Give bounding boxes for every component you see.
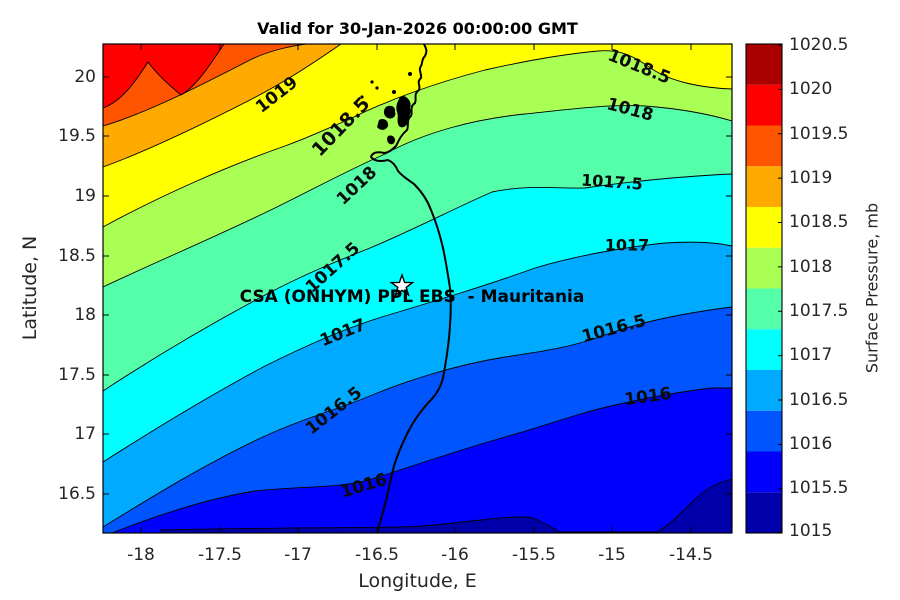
y-tick-label: 17 bbox=[74, 424, 96, 444]
band-below-1015p5 bbox=[160, 479, 732, 533]
figure-title: Valid for 30-Jan-2026 00:00:00 GMT bbox=[257, 19, 578, 38]
y-tick-label: 20 bbox=[74, 67, 96, 87]
isobar-1019p5 bbox=[103, 44, 307, 127]
cbar-band bbox=[746, 329, 782, 371]
y-axis-label: Latitude, N bbox=[19, 235, 41, 341]
cbar-tick-label: 1015.5 bbox=[789, 478, 849, 498]
x-tick-label: -17 bbox=[284, 545, 312, 565]
cbar-band bbox=[746, 451, 782, 493]
cbar-tick-label: 1016.5 bbox=[789, 390, 849, 410]
cbar-tick-label: 1018.5 bbox=[789, 212, 849, 232]
y-tick-label: 19.5 bbox=[58, 126, 96, 146]
x-tick-label: -14.5 bbox=[669, 545, 713, 565]
x-tick-label: -18 bbox=[127, 545, 155, 565]
cbar-band bbox=[746, 492, 782, 534]
cbar-tick-label: 1020 bbox=[789, 79, 833, 99]
isobar-1017p5 bbox=[103, 173, 732, 392]
pressure-bands bbox=[103, 44, 732, 533]
isobar-1020 bbox=[103, 44, 225, 109]
cbar-band bbox=[746, 166, 782, 208]
coastline-path bbox=[370, 44, 452, 533]
isobar-1018 bbox=[103, 105, 732, 288]
cbar-band bbox=[746, 410, 782, 452]
site-annotation: CSA (ONHYM) PPL EBS - Mauritania bbox=[239, 287, 585, 307]
isobar-1019 bbox=[103, 44, 342, 168]
colorbar bbox=[745, 43, 783, 534]
colorbar-ticks bbox=[778, 44, 782, 533]
x-tick-label: -16 bbox=[441, 545, 469, 565]
x-tick-label: -17.5 bbox=[198, 545, 242, 565]
x-tick-label: -15 bbox=[598, 545, 626, 565]
cbar-tick-label: 1016 bbox=[789, 434, 833, 454]
cbar-band bbox=[746, 44, 782, 85]
plot-border bbox=[102, 43, 733, 534]
isobar-1015p5 bbox=[159, 478, 732, 533]
colorbar-axis-label: Surface Pressure, mb bbox=[862, 202, 882, 374]
y-tick-label: 19 bbox=[74, 186, 96, 206]
contour-label: 1017 bbox=[604, 235, 650, 255]
coastline bbox=[354, 44, 452, 533]
axis-ticks bbox=[103, 44, 732, 533]
y-tick-label: 18 bbox=[74, 305, 96, 325]
band-1015p5-1016 bbox=[112, 388, 732, 533]
cbar-band bbox=[746, 125, 782, 167]
isobar-1016p5 bbox=[103, 306, 732, 528]
cbar-band bbox=[746, 247, 782, 289]
x-tick-label: -16.5 bbox=[355, 545, 399, 565]
star-marker bbox=[389, 272, 415, 297]
x-tick-label: -15.5 bbox=[512, 545, 556, 565]
contour-lines bbox=[103, 44, 732, 533]
isobar-1016 bbox=[111, 387, 732, 533]
cbar-tick-label: 1017 bbox=[789, 345, 833, 365]
cbar-tick-label: 1020.5 bbox=[789, 35, 849, 55]
y-tick-label: 18.5 bbox=[58, 246, 96, 266]
isobar-1017 bbox=[103, 241, 732, 463]
colorbar-border bbox=[745, 43, 783, 534]
cbar-band bbox=[746, 288, 782, 330]
banc-darguin-islands bbox=[354, 72, 412, 145]
x-axis-label: Longitude, E bbox=[358, 570, 477, 592]
cbar-band bbox=[746, 207, 782, 248]
cbar-tick-label: 1015 bbox=[789, 521, 833, 541]
isobar-1018p5 bbox=[103, 50, 732, 228]
cbar-band bbox=[746, 370, 782, 411]
cbar-tick-label: 1019.5 bbox=[789, 124, 849, 144]
cbar-band bbox=[746, 84, 782, 126]
cbar-tick-label: 1019 bbox=[789, 168, 833, 188]
cbar-tick-label: 1018 bbox=[789, 257, 833, 277]
y-tick-label: 16.5 bbox=[58, 484, 96, 504]
y-tick-label: 17.5 bbox=[58, 365, 96, 385]
cbar-tick-label: 1017.5 bbox=[789, 301, 849, 321]
